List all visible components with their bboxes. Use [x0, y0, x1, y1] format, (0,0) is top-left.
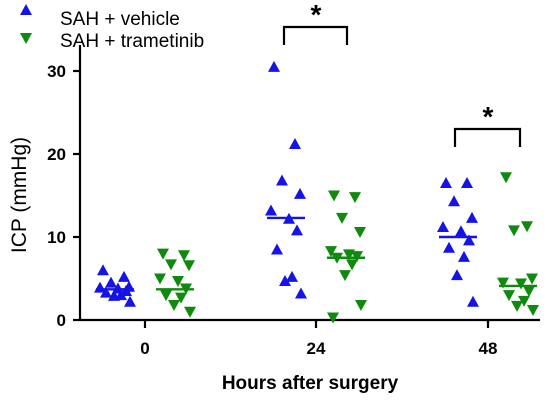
data-point-vehicle-0h [97, 264, 109, 276]
data-point-vehicle-24h [265, 204, 277, 216]
data-point-trametinib-48h [511, 300, 523, 312]
data-point-vehicle-48h [448, 195, 460, 207]
data-point-trametinib-24h [354, 227, 366, 239]
data-point-trametinib-24h [328, 190, 340, 202]
data-point-vehicle-48h [451, 269, 463, 281]
data-point-trametinib-0h [160, 290, 172, 302]
data-point-vehicle-48h [458, 250, 470, 262]
data-point-trametinib-24h [346, 259, 358, 271]
data-point-trametinib-0h [172, 275, 184, 287]
data-point-trametinib-48h [508, 225, 520, 237]
y-tick-label-0: 0 [57, 311, 66, 330]
data-point-trametinib-48h [526, 273, 538, 285]
legend-marker-vehicle [20, 4, 32, 15]
significance-bracket-48h: * [453, 101, 522, 147]
data-point-vehicle-48h [467, 295, 479, 307]
data-point-trametinib-48h [503, 290, 515, 302]
data-point-vehicle-48h [463, 234, 475, 246]
data-point-trametinib-48h [500, 172, 512, 184]
data-point-vehicle-24h [295, 287, 307, 299]
data-point-trametinib-24h [349, 192, 361, 204]
legend-marker-trametinib [20, 33, 32, 44]
legend: SAH + vehicle SAH + trametinib [20, 4, 204, 52]
data-point-vehicle-24h [271, 243, 283, 255]
data-point-vehicle-48h [461, 177, 473, 189]
x-tick-label-48: 48 [479, 339, 498, 358]
x-tick-label-0: 0 [140, 339, 149, 358]
data-point-trametinib-0h [183, 260, 195, 272]
y-tick-label-30: 30 [47, 62, 66, 81]
y-axis-title: ICP (mmHg) [8, 137, 31, 253]
x-axis-title: Hours after surgery [222, 373, 399, 394]
data-point-trametinib-24h [325, 246, 337, 258]
data-point-trametinib-0h [184, 306, 196, 318]
data-point-vehicle-48h [443, 241, 455, 253]
data-point-vehicle-24h [291, 224, 303, 236]
data-point-vehicle-24h [279, 274, 291, 286]
y-tick-label-10: 10 [47, 228, 66, 247]
data-point-vehicle-24h [268, 60, 280, 72]
legend-label-trametinib: SAH + trametinib [60, 31, 204, 52]
data-point-trametinib-0h [175, 292, 187, 304]
significance-bracket-24h: * [282, 0, 349, 45]
data-point-trametinib-48h [527, 305, 539, 317]
data-point-vehicle-24h [289, 138, 301, 150]
data-point-trametinib-48h [515, 278, 527, 290]
data-point-vehicle-24h [286, 270, 298, 282]
data-point-vehicle-24h [294, 187, 306, 199]
data-point-trametinib-24h [336, 212, 348, 224]
data-point-trametinib-0h [154, 273, 166, 285]
data-point-trametinib-48h [521, 221, 533, 233]
data-point-trametinib-0h [165, 259, 177, 271]
x-tick-label-24: 24 [307, 339, 326, 358]
data-point-vehicle-0h [118, 270, 130, 282]
data-point-vehicle-48h [466, 211, 478, 223]
data-point-trametinib-48h [523, 285, 535, 297]
data-point-trametinib-48h [497, 277, 509, 289]
data-point-trametinib-0h [178, 250, 190, 262]
significance-star-24h: * [311, 0, 322, 30]
data-point-vehicle-24h [276, 174, 288, 186]
data-point-trametinib-48h [518, 295, 530, 307]
y-tick-label-20: 20 [47, 145, 66, 164]
data-point-vehicle-0h [124, 295, 136, 307]
data-point-vehicle-0h [108, 289, 120, 301]
significance-star-48h: * [483, 101, 494, 132]
data-point-trametinib-0h [168, 300, 180, 312]
data-point-vehicle-48h [440, 177, 452, 189]
data-point-trametinib-0h [157, 248, 169, 260]
data-point-vehicle-0h [105, 276, 117, 288]
data-point-vehicle-48h [437, 221, 449, 233]
data-point-vehicle-0h [100, 286, 112, 298]
data-point-vehicle-48h [455, 225, 467, 237]
data-point-trametinib-24h [355, 300, 367, 312]
data-point-trametinib-24h [327, 312, 339, 324]
legend-label-vehicle: SAH + vehicle [60, 9, 180, 30]
data-point-trametinib-24h [339, 270, 351, 282]
